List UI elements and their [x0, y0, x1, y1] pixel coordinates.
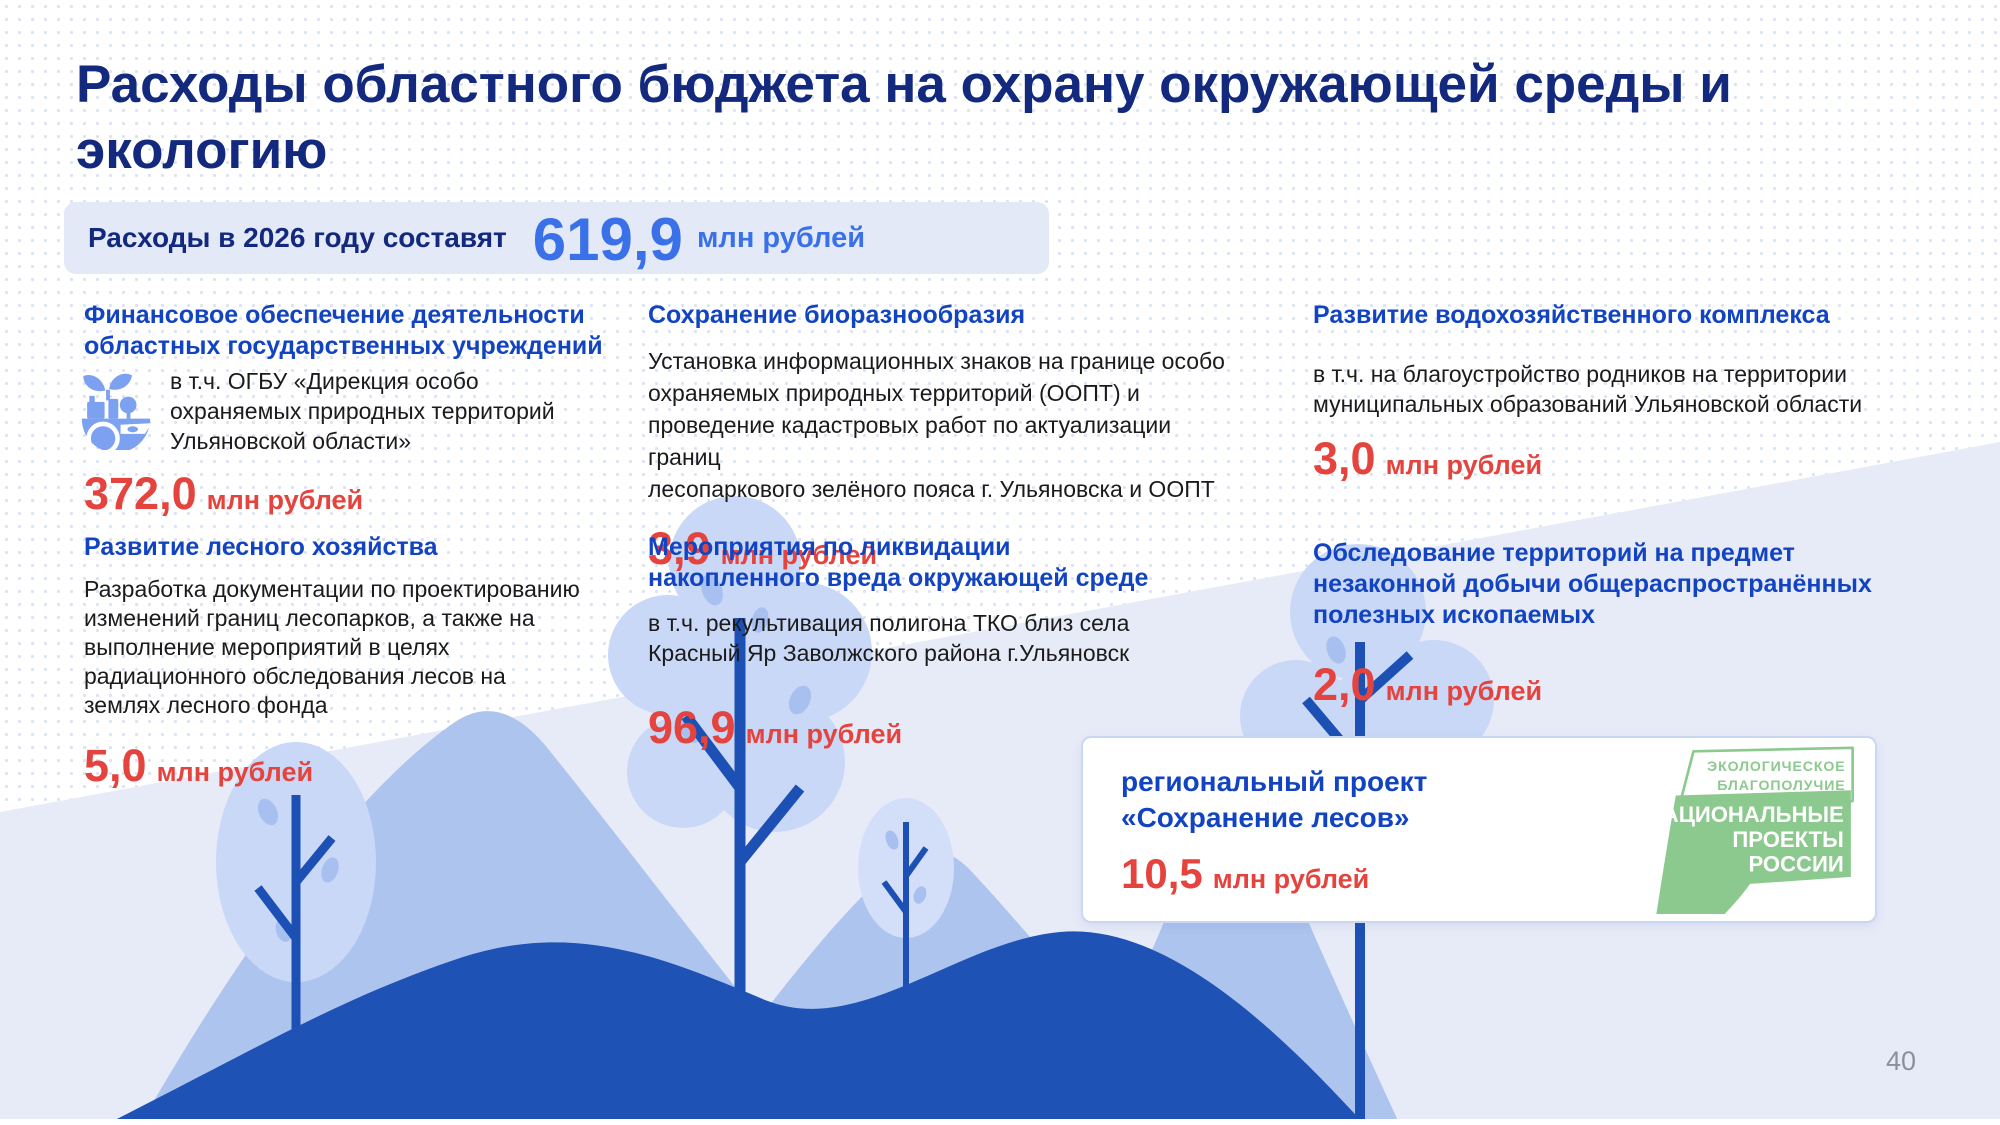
- amount-unit: млн рублей: [1385, 676, 1543, 706]
- amount-value: 372,0: [84, 468, 197, 519]
- amount: 3,0 млн рублей: [1313, 433, 1903, 485]
- logo-np-line2: ПРОЕКТЫ: [1732, 827, 1843, 852]
- block-heading: Обследование территорий на предмет незак…: [1313, 539, 1872, 629]
- total-expenses-banner: Расходы в 2026 году составят 619,9 млн р…: [64, 202, 1049, 274]
- amount-unit: млн рублей: [1212, 864, 1370, 894]
- amount-unit: млн рублей: [745, 719, 903, 749]
- page-number: 40: [1886, 1046, 1917, 1076]
- block-body: Установка информационных знаков на грани…: [648, 348, 1225, 502]
- block-body: в т.ч. на благоустройство родников на те…: [1313, 361, 1863, 417]
- amount: 5,0 млн рублей: [84, 740, 604, 792]
- amount-unit: млн рублей: [1385, 450, 1543, 480]
- amount: 10,5 млн рублей: [1121, 850, 1369, 898]
- block-heading: Финансовое обеспечение деятельности обла…: [84, 301, 603, 360]
- tree-icon: [608, 496, 872, 1088]
- logo-np-line3: РОССИИ: [1748, 852, 1843, 877]
- block-biodiversity: Сохранение биоразнообразия Установка инф…: [648, 300, 1248, 575]
- regional-project-card: региональный проект «Сохранение лесов» 1…: [1081, 736, 1877, 923]
- block-institutions-financing: Финансовое обеспечение деятельности обла…: [81, 300, 624, 520]
- amount-value: 10,5: [1121, 850, 1203, 897]
- amount: 3,9 млн рублей: [648, 523, 1248, 575]
- block-body: Разработка документации по проектировани…: [84, 576, 580, 718]
- block-heading: Сохранение биоразнообразия: [648, 301, 1026, 329]
- amount: 372,0 млн рублей: [84, 468, 624, 520]
- eco-city-icon: [78, 366, 154, 456]
- block-body: в т.ч. ОГБУ «Дирекция особо охраняемых п…: [170, 368, 555, 454]
- amount-value: 96,9: [648, 702, 736, 753]
- block-forestry: Развитие лесного хозяйства Разработка до…: [84, 532, 604, 792]
- amount-unit: млн рублей: [156, 757, 314, 787]
- banner-label: Расходы в 2026 году составят: [88, 222, 507, 253]
- project-card-title: региональный проект «Сохранение лесов»: [1121, 766, 1428, 833]
- amount-value: 5,0: [84, 740, 147, 791]
- national-projects-logo: ЭКОЛОГИЧЕСКОЕ БЛАГОПОЛУЧИЕ НАЦИОНАЛЬНЫЕ …: [1647, 746, 1854, 914]
- bottom-strip: [0, 1119, 2000, 1125]
- amount-value: 3,9: [648, 523, 711, 574]
- block-body: в т.ч. рекультивация полигона ТКО близ с…: [648, 610, 1130, 666]
- block-heading: Мероприятия по ликвидации накопленного в…: [648, 533, 1149, 592]
- logo-np-line1: НАЦИОНАЛЬНЫЕ: [1647, 802, 1844, 827]
- block-environmental-damage: Мероприятия по ликвидации накопленного в…: [648, 532, 1208, 754]
- block-heading: Развитие лесного хозяйства: [84, 533, 438, 561]
- block-water-complex: Развитие водохозяйственного комплекса в …: [1313, 300, 1903, 485]
- amount: 96,9 млн рублей: [648, 702, 1208, 754]
- block-illegal-mining-survey: Обследование территорий на предмет незак…: [1313, 538, 1873, 711]
- foreground-hill: [105, 931, 1365, 1125]
- amount-unit: млн рублей: [206, 485, 364, 515]
- amount-value: 2,0: [1313, 659, 1376, 710]
- banner-unit: млн рублей: [696, 222, 866, 254]
- amount-unit: млн рублей: [720, 540, 878, 570]
- logo-eco-line1: ЭКОЛОГИЧЕСКОЕ: [1707, 758, 1845, 774]
- banner-total-value: 619,9: [532, 206, 683, 273]
- block-heading: Развитие водохозяйственного комплекса: [1313, 301, 1830, 329]
- page-title: Расходы областного бюджета на охрану окр…: [76, 55, 1732, 180]
- logo-eco-line2: БЛАГОПОЛУЧИЕ: [1717, 777, 1845, 793]
- amount-value: 3,0: [1313, 433, 1376, 484]
- amount: 2,0 млн рублей: [1313, 659, 1873, 711]
